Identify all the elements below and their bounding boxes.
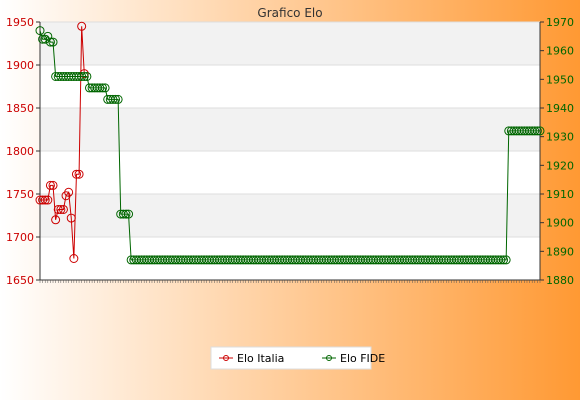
data-point — [69, 254, 79, 263]
left-axis-tick-label: 1650 — [6, 274, 34, 287]
right-axis-tick-label: 1930 — [546, 131, 574, 144]
data-point — [40, 195, 50, 205]
right-axis-tick-label: 1940 — [546, 102, 574, 115]
data-point — [66, 213, 76, 223]
right-axis-tick-label: 1920 — [546, 159, 574, 172]
right-axis-tick-label: 1970 — [546, 16, 574, 29]
left-axis-tick-label: 1950 — [6, 16, 34, 29]
data-point — [499, 255, 509, 265]
data-point — [56, 204, 66, 214]
data-point — [77, 71, 87, 81]
right-axis-tick-label: 1910 — [546, 188, 574, 201]
data-point — [79, 71, 89, 81]
data-point — [121, 209, 131, 219]
data-point — [38, 34, 48, 44]
plot-band — [40, 237, 540, 280]
legend-box — [210, 346, 372, 370]
left-axis-tick-label: 1700 — [6, 231, 34, 244]
plot-band — [40, 151, 540, 194]
data-point — [496, 255, 506, 265]
plot-band — [40, 65, 540, 108]
data-point — [113, 94, 123, 104]
left-axis-tick-label: 1900 — [6, 59, 34, 72]
data-point — [79, 69, 89, 79]
data-point — [43, 31, 53, 41]
data-point — [95, 83, 105, 93]
right-axis-tick-label: 1960 — [546, 45, 574, 58]
right-axis-tick-label: 1900 — [546, 217, 574, 230]
data-point — [35, 26, 45, 36]
right-axis-tick-label: 1890 — [546, 245, 574, 258]
plot-band — [40, 108, 540, 151]
data-point — [48, 37, 58, 47]
data-point — [98, 83, 107, 93]
data-point — [71, 169, 81, 179]
plot-band — [40, 22, 540, 65]
data-point — [82, 71, 92, 81]
data-point — [48, 180, 58, 190]
plot-band — [40, 194, 540, 237]
left-axis-tick-label: 1800 — [6, 145, 34, 158]
data-point — [38, 195, 48, 205]
data-point — [111, 94, 121, 104]
data-point — [124, 209, 134, 219]
left-axis-tick-label: 1750 — [6, 188, 34, 201]
data-point — [51, 215, 61, 225]
data-point — [64, 187, 74, 197]
data-point — [501, 255, 511, 265]
legend-swatch-marker — [326, 355, 332, 361]
legend-label: Elo Italia — [237, 352, 284, 365]
chart-title: Grafico Elo — [257, 6, 322, 20]
data-point — [43, 195, 53, 205]
data-point — [108, 94, 118, 104]
data-point — [58, 204, 68, 214]
data-point — [53, 204, 63, 214]
data-point — [532, 126, 542, 136]
series-line — [39, 30, 540, 261]
data-point — [45, 37, 55, 47]
data-point — [40, 34, 50, 44]
left-axis-tick-label: 1850 — [6, 102, 34, 115]
right-axis-tick-label: 1950 — [546, 73, 574, 86]
data-point — [100, 83, 110, 93]
data-point — [530, 126, 540, 136]
legend-label: Elo FIDE — [340, 352, 385, 365]
right-axis-tick-label: 1880 — [546, 274, 574, 287]
legend-swatch-marker — [223, 355, 229, 361]
data-point — [535, 126, 545, 136]
data-point — [74, 169, 84, 179]
data-point — [45, 180, 55, 190]
data-point — [77, 21, 87, 31]
data-point — [118, 209, 128, 219]
